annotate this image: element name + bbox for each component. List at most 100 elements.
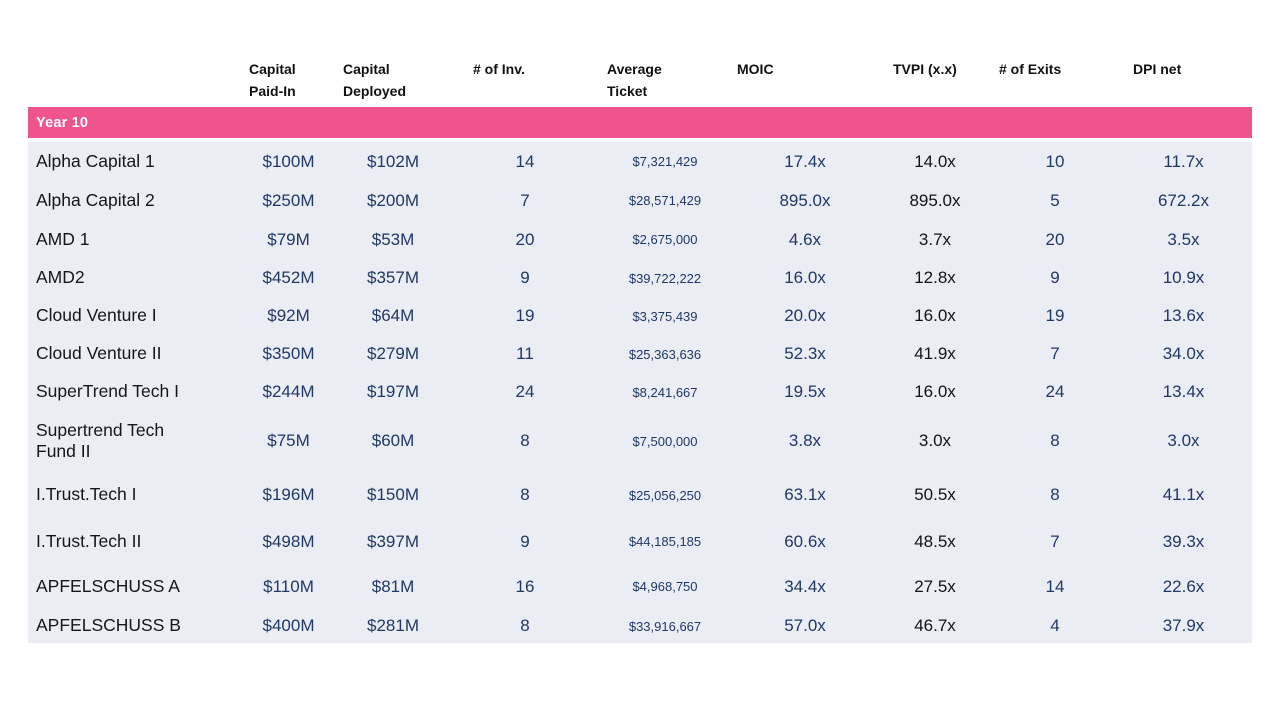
capital-deployed-cell: $150M bbox=[367, 485, 419, 504]
moic-cell: 52.3x bbox=[784, 344, 826, 363]
dpi-net-cell: 10.9x bbox=[1162, 268, 1205, 287]
dpi-net-cell: 34.0x bbox=[1162, 344, 1205, 363]
capital-paid-in-cell: $92M bbox=[267, 306, 310, 325]
fund-name-cell: AMD2 bbox=[36, 267, 85, 288]
moic-column-header: MOIC bbox=[737, 61, 774, 77]
year-label: Year 10 bbox=[36, 114, 89, 131]
moic-cell: 4.6x bbox=[788, 229, 822, 249]
average-ticket-cell: $8,241,667 bbox=[632, 384, 698, 400]
average-ticket-cell: $3,375,439 bbox=[632, 308, 698, 324]
average-ticket-cell: $39,722,222 bbox=[628, 270, 702, 286]
fund-name-cell: I.Trust.Tech I bbox=[36, 484, 137, 505]
dpi-net-cell: 39.3x bbox=[1162, 531, 1205, 551]
table-row: APFELSCHUSS B $400M $281M 8 $33,916,667 … bbox=[28, 609, 1252, 643]
tvpi-cell: 16.0x bbox=[914, 382, 956, 401]
moic-cell: 19.5x bbox=[784, 382, 826, 401]
dpi-net-cell: 11.7x bbox=[1163, 151, 1204, 171]
table-row: Cloud Venture I $92M $64M 19 $3,375,439 … bbox=[28, 297, 1252, 335]
average-ticket-cell: $2,675,000 bbox=[632, 232, 698, 247]
dpi-net-cell: 41.1x bbox=[1162, 485, 1205, 504]
num-investments-cell: 7 bbox=[520, 190, 530, 210]
capital-paid-in-cell: $250M bbox=[262, 190, 315, 210]
num-exits-cell: 7 bbox=[1050, 531, 1060, 551]
fund-table-body: Alpha Capital 1 $100M $102M 14 $7,321,42… bbox=[28, 142, 1252, 643]
fund-name-cell: Cloud Venture II bbox=[36, 343, 162, 364]
table-row: AMD 1 $79M $53M 20 $2,675,000 4.6x 3.7x … bbox=[28, 220, 1252, 259]
average-ticket-cell: $7,500,000 bbox=[632, 433, 698, 449]
tvpi-cell: 3.7x bbox=[918, 229, 952, 249]
tvpi-cell: 16.0x bbox=[914, 306, 956, 325]
num-exits-cell: 4 bbox=[1050, 616, 1060, 635]
average-ticket-cell: $28,571,429 bbox=[628, 193, 702, 208]
fund-name-cell: SuperTrend Tech I bbox=[36, 381, 179, 402]
num-investments-cell: 14 bbox=[515, 151, 535, 171]
num-investments-cell: 24 bbox=[515, 382, 535, 401]
fund-name-cell: Supertrend Tech Fund II bbox=[36, 419, 165, 461]
year-band: Year 10 bbox=[28, 107, 1252, 138]
num-exits-cell: 7 bbox=[1050, 344, 1060, 363]
capital-deployed-cell: $281M bbox=[367, 616, 419, 635]
average-ticket-cell: $7,321,429 bbox=[632, 154, 698, 169]
dpi-net-column-header: DPI net bbox=[1133, 61, 1182, 77]
capital-deployed-cell: $53M bbox=[371, 229, 415, 249]
tvpi-cell: 14.0x bbox=[914, 151, 956, 171]
capital-paid-in-cell: $244M bbox=[262, 382, 315, 401]
average-ticket-cell: $44,185,185 bbox=[628, 534, 702, 549]
capital-paid-in-column-header: Capital Paid-In bbox=[249, 61, 296, 99]
table-row: Supertrend Tech Fund II $75M $60M 8 $7,5… bbox=[28, 411, 1252, 471]
fund-name-cell: APFELSCHUSS A bbox=[36, 575, 180, 596]
capital-deployed-cell: $64M bbox=[371, 306, 415, 325]
dpi-net-cell: 22.6x bbox=[1162, 576, 1205, 596]
capital-paid-in-cell: $110M bbox=[263, 576, 314, 596]
fund-name-cell: Alpha Capital 2 bbox=[36, 189, 155, 210]
num-exits-cell: 20 bbox=[1045, 229, 1065, 249]
capital-deployed-cell: $397M bbox=[367, 531, 419, 551]
dpi-net-cell: 13.6x bbox=[1162, 306, 1205, 325]
num-exits-cell: 14 bbox=[1045, 576, 1065, 596]
table-header-row: Capital Paid-In Capital Deployed # of In… bbox=[28, 58, 1252, 102]
tvpi-cell: 50.5x bbox=[914, 485, 956, 504]
num-investments-cell: 11 bbox=[516, 344, 534, 363]
fund-name-cell: APFELSCHUSS B bbox=[36, 615, 181, 636]
moic-cell: 63.1x bbox=[784, 485, 826, 504]
moic-cell: 895.0x bbox=[779, 190, 831, 210]
capital-deployed-cell: $200M bbox=[367, 190, 419, 210]
capital-paid-in-cell: $100M bbox=[262, 151, 315, 171]
num-investments-cell: 19 bbox=[515, 306, 535, 325]
num-investments-cell: 8 bbox=[520, 616, 530, 635]
table-row: AMD2 $452M $357M 9 $39,722,222 16.0x 12.… bbox=[28, 259, 1252, 297]
num-investments-cell: 16 bbox=[515, 576, 535, 596]
capital-deployed-cell: $60M bbox=[371, 431, 415, 450]
num-exits-cell: 8 bbox=[1050, 431, 1060, 450]
moic-cell: 34.4x bbox=[784, 576, 826, 596]
average-ticket-cell: $4,968,750 bbox=[632, 579, 698, 594]
dpi-net-cell: 13.4x bbox=[1162, 382, 1205, 401]
table-row: Alpha Capital 2 $250M $200M 7 $28,571,42… bbox=[28, 181, 1252, 220]
tvpi-cell: 12.8x bbox=[914, 268, 956, 287]
capital-paid-in-cell: $400M bbox=[262, 616, 315, 635]
num-investments-cell: 8 bbox=[520, 485, 530, 504]
table-row: APFELSCHUSS A $110M $81M 16 $4,968,750 3… bbox=[28, 564, 1252, 609]
tvpi-cell: 27.5x bbox=[914, 576, 956, 596]
moic-cell: 16.0x bbox=[784, 268, 826, 287]
capital-paid-in-cell: $498M bbox=[262, 531, 315, 551]
dpi-net-cell: 3.0x bbox=[1167, 431, 1200, 450]
dpi-net-cell: 3.5x bbox=[1167, 229, 1200, 249]
tvpi-cell: 48.5x bbox=[914, 531, 956, 551]
average-ticket-cell: $25,363,636 bbox=[628, 346, 702, 362]
num-exits-cell: 8 bbox=[1050, 485, 1060, 504]
dpi-net-cell: 672.2x bbox=[1157, 190, 1210, 210]
num-investments-cell: 8 bbox=[520, 431, 530, 450]
capital-deployed-column-header: Capital Deployed bbox=[343, 61, 407, 99]
table-row: SuperTrend Tech I $244M $197M 24 $8,241,… bbox=[28, 373, 1252, 411]
capital-deployed-cell: $357M bbox=[367, 268, 419, 287]
fund-name-cell: AMD 1 bbox=[36, 228, 90, 249]
capital-deployed-cell: $279M bbox=[367, 344, 419, 363]
capital-paid-in-cell: $452M bbox=[262, 268, 315, 287]
num-investments-cell: 9 bbox=[520, 268, 530, 287]
fund-name-cell: I.Trust.Tech II bbox=[36, 530, 142, 551]
moic-cell: 20.0x bbox=[784, 306, 826, 325]
capital-deployed-cell: $102M bbox=[367, 151, 419, 171]
table-row: Alpha Capital 1 $100M $102M 14 $7,321,42… bbox=[28, 142, 1252, 181]
